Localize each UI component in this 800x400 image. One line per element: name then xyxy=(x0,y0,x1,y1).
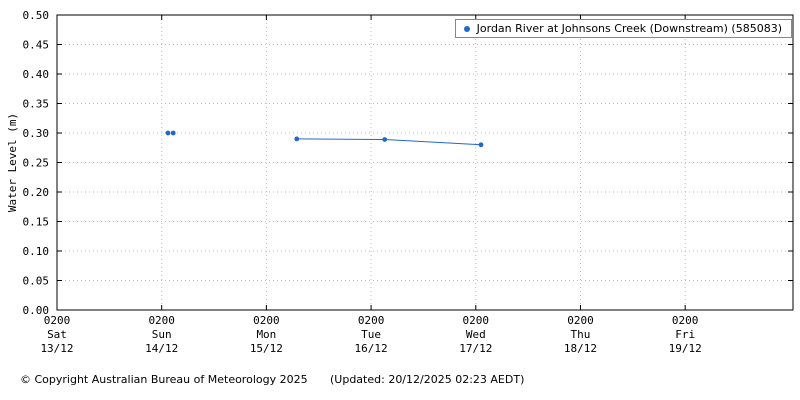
y-tick-label: 0.45 xyxy=(23,39,50,52)
legend-marker xyxy=(463,25,470,32)
y-tick-label: 0.15 xyxy=(23,216,50,229)
x-tick-date-label: 13/12 xyxy=(40,342,73,355)
x-tick-day-label: Sat xyxy=(47,328,67,341)
x-tick-time-label: 0200 xyxy=(44,314,71,327)
copyright-text: © Copyright Australian Bureau of Meteoro… xyxy=(20,373,308,386)
x-tick-time-label: 0200 xyxy=(672,314,699,327)
x-tick-date-label: 16/12 xyxy=(355,342,388,355)
axis-labels: 0.00 0.05 0.10 0.15 0.20 0.25 0.30 0.35 0.40 0.45… xyxy=(23,9,702,355)
y-tick-label: 0.10 xyxy=(23,245,50,258)
y-tick-label: 0.30 xyxy=(23,127,50,140)
legend: Jordan River at Johnsons Creek (Downstre… xyxy=(454,19,792,38)
data-point xyxy=(478,142,484,148)
x-tick-day-label: Fri xyxy=(675,328,695,341)
x-tick-day-label: Wed xyxy=(466,328,486,341)
x-tick-day-label: Thu xyxy=(571,328,591,341)
x-tick-date-label: 18/12 xyxy=(564,342,597,355)
data-point xyxy=(170,130,176,136)
y-tick-label: 0.35 xyxy=(23,98,50,111)
y-tick-label: 0.00 xyxy=(23,304,50,317)
x-tick-date-label: 15/12 xyxy=(250,342,283,355)
data-point xyxy=(165,130,171,136)
updated-text: (Updated: 20/12/2025 02:23 AEDT) xyxy=(330,373,525,386)
legend-label: Jordan River at Johnsons Creek (Downstre… xyxy=(476,22,782,35)
y-axis-label: Water Level (m) xyxy=(6,113,19,212)
x-tick-date-label: 19/12 xyxy=(669,342,702,355)
y-tick-label: 0.05 xyxy=(23,275,50,288)
series-line xyxy=(296,138,482,146)
x-tick-time-label: 0200 xyxy=(253,314,280,327)
data-point xyxy=(294,136,300,142)
y-tick-label: 0.40 xyxy=(23,68,50,81)
x-tick-time-label: 0200 xyxy=(463,314,490,327)
x-tick-time-label: 0200 xyxy=(567,314,594,327)
x-tick-date-label: 17/12 xyxy=(459,342,492,355)
y-tick-label: 0.50 xyxy=(23,9,50,22)
gridlines xyxy=(56,14,793,311)
x-tick-time-label: 0200 xyxy=(358,314,385,327)
x-tick-day-label: Tue xyxy=(361,328,381,341)
y-tick-label: 0.20 xyxy=(23,186,50,199)
data-point xyxy=(382,137,388,142)
series xyxy=(165,130,484,148)
x-tick-date-label: 14/12 xyxy=(145,342,178,355)
x-tick-time-label: 0200 xyxy=(148,314,175,327)
x-tick-day-label: Mon xyxy=(256,328,276,341)
x-tick-day-label: Sun xyxy=(152,328,172,341)
y-tick-label: 0.25 xyxy=(23,157,50,170)
